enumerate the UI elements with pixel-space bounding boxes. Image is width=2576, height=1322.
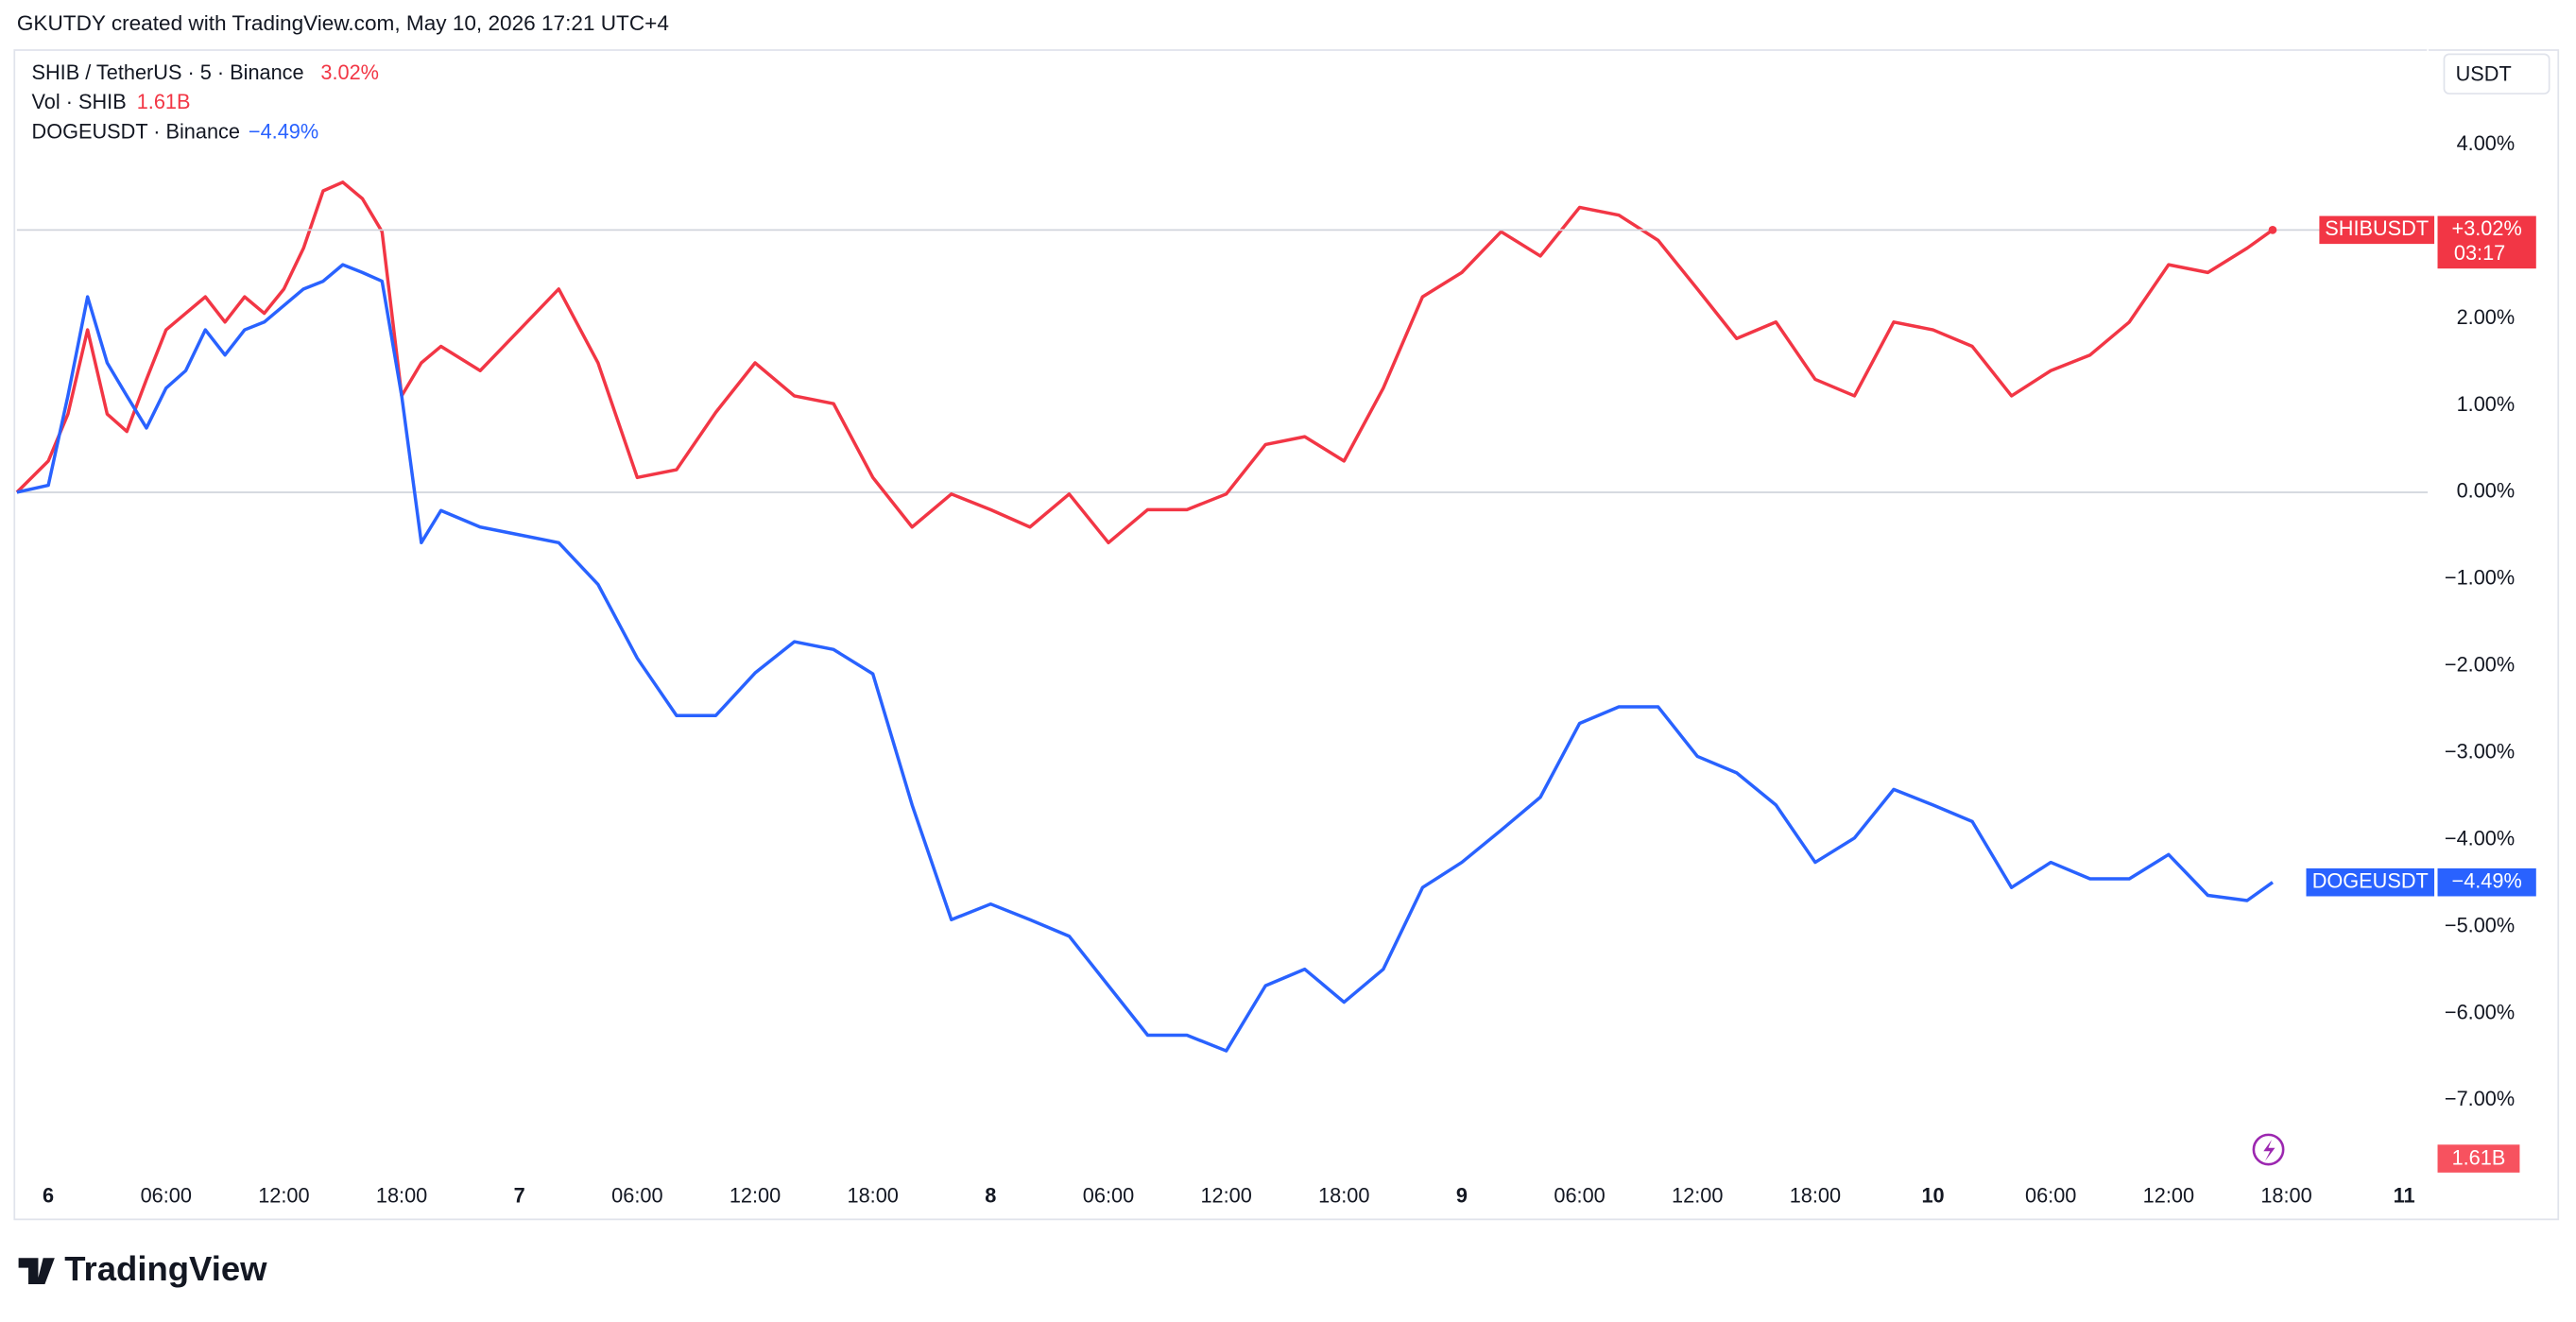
series-name: SHIBUSDT [2325, 216, 2429, 240]
currency-button[interactable] [2443, 53, 2550, 94]
x-tick-label: 06:00 [1083, 1184, 1134, 1208]
legend-shib: SHIB / TetherUS · 5 · Binance [32, 60, 304, 84]
header: GKUTDY created with TradingView.com, May… [17, 11, 669, 35]
series-name-tag [2319, 215, 2435, 245]
price-tag [2437, 867, 2536, 897]
x-tick-label: 12:00 [1672, 1184, 1723, 1208]
y-tick-label: −1.00% [2445, 566, 2515, 590]
x-tick-label: 9 [1456, 1184, 1468, 1208]
legend-doge-value: −4.49% [249, 120, 318, 144]
legend-volume-value: 1.61B [137, 90, 191, 113]
legend-volume: Vol · SHIB [32, 90, 127, 113]
x-tick-label: 06:00 [1554, 1184, 1605, 1208]
y-tick-label: 2.00% [2457, 305, 2516, 329]
x-tick-label: 18:00 [2260, 1184, 2311, 1208]
y-tick-label: −2.00% [2445, 653, 2515, 677]
y-tick-label: −5.00% [2445, 913, 2515, 936]
x-tick-label: 11 [2394, 1184, 2415, 1208]
x-tick-label: 6 [43, 1184, 54, 1208]
x-tick-label: 18:00 [1318, 1184, 1369, 1208]
series-line [16, 263, 2274, 1053]
x-tick-label: 06:00 [2025, 1184, 2076, 1208]
y-tick-label: −7.00% [2445, 1087, 2515, 1110]
volume-label-bg [2437, 1144, 2520, 1173]
legend-shib-value: 3.02% [320, 60, 379, 84]
x-tick-label: 18:00 [1790, 1184, 1841, 1208]
x-tick-label: 18:00 [848, 1184, 899, 1208]
x-tick-label: 10 [1921, 1184, 1944, 1208]
legend: SHIB / TetherUS · 5 · Binance 3.02% Vol … [32, 60, 379, 144]
price-label: +3.02% [2452, 216, 2522, 240]
y-tick-label: −4.00% [2445, 826, 2515, 850]
x-tick-label: 12:00 [1200, 1184, 1251, 1208]
replay-bolt [2263, 1140, 2275, 1161]
x-tick-label: 18:00 [376, 1184, 427, 1208]
x-tick-label: 7 [514, 1184, 525, 1208]
currency[interactable]: USDT [2456, 62, 2512, 86]
x-tick-label: 12:00 [730, 1184, 781, 1208]
legend-doge: DOGEUSDT · Binance [32, 120, 240, 144]
x-tick-label: 06:00 [611, 1184, 662, 1208]
logo: TradingView [18, 1249, 267, 1288]
x-tick-label: 8 [985, 1184, 996, 1208]
last-point [2268, 225, 2277, 234]
x-tick-label: 12:00 [258, 1184, 309, 1208]
volume-label: 1.61B [2452, 1146, 2506, 1170]
x-tick-label: 06:00 [141, 1184, 192, 1208]
y-tick-label: 4.00% [2457, 131, 2516, 155]
y-tick-label: −3.00% [2445, 739, 2515, 763]
series-name: DOGEUSDT [2312, 868, 2429, 892]
y-tick-label: 1.00% [2457, 392, 2516, 416]
y-tick-label: −6.00% [2445, 1000, 2515, 1023]
price-tag [2437, 215, 2536, 269]
series-line [15, 180, 2274, 545]
chart-frame [13, 49, 2560, 1221]
logo-mark [18, 1258, 55, 1285]
series-name-tag [2306, 867, 2435, 897]
y-tick-label: 0.00% [2457, 479, 2516, 503]
x-tick-label: 12:00 [2143, 1184, 2194, 1208]
countdown: 03:17 [2454, 241, 2505, 265]
logo-text: TradingView [64, 1249, 267, 1288]
price-label: −4.49% [2452, 868, 2522, 892]
